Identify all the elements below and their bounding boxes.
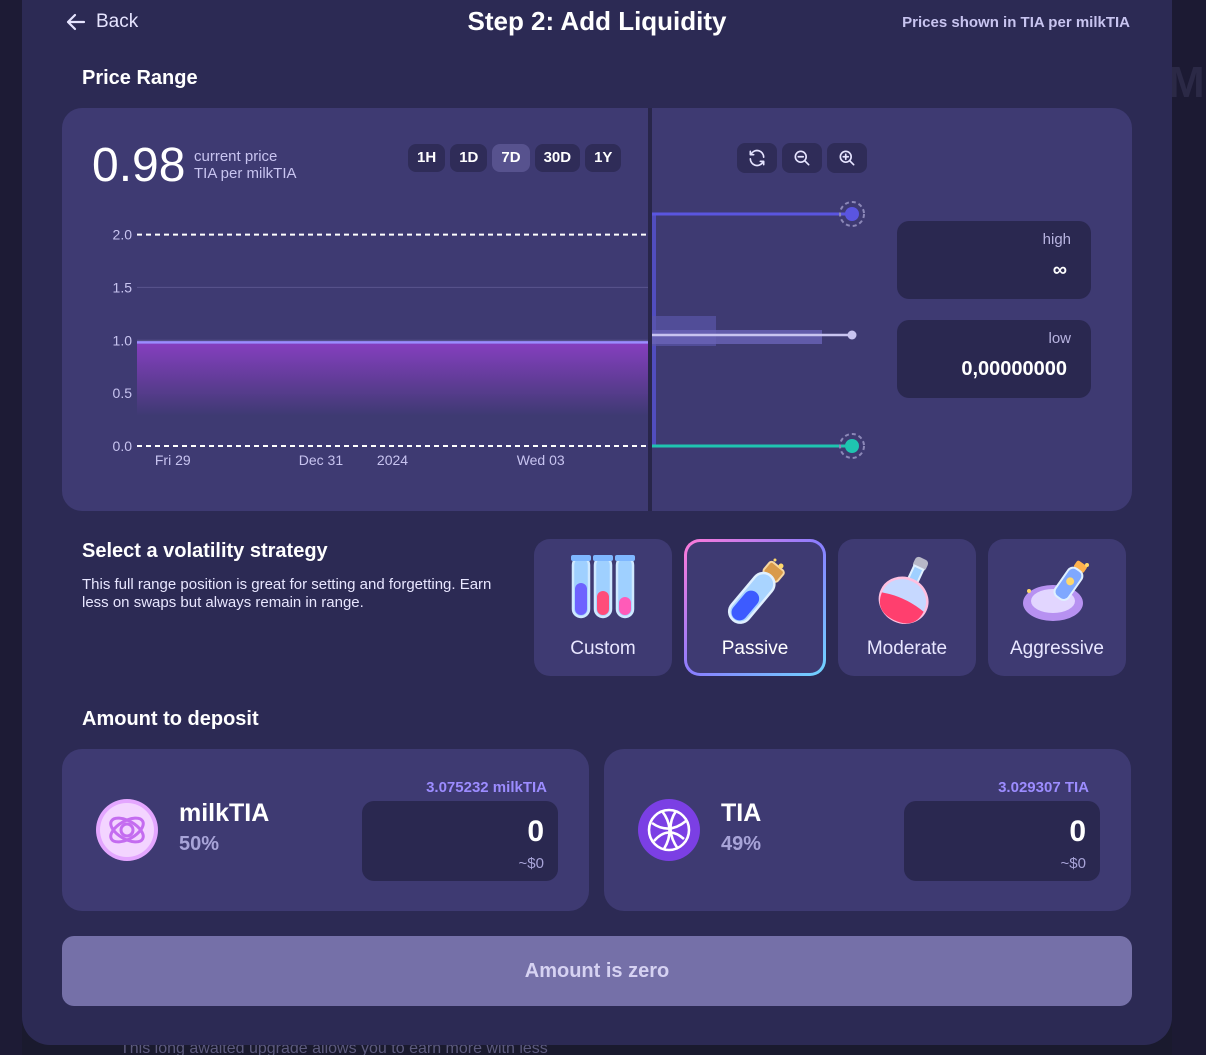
deposit-label: Amount to deposit (82, 708, 259, 730)
strategy-custom[interactable]: Custom (534, 539, 672, 676)
high-handle-ring (839, 201, 865, 227)
current-price-meta: current price TIA per milkTIA (194, 148, 297, 182)
zoom-out-icon (794, 150, 810, 166)
y-tick-label: 2.0 (113, 227, 133, 243)
background-ghost-letter: M (1168, 58, 1205, 107)
current-price-label: current price (194, 148, 278, 165)
timeframe-1y[interactable]: 1Y (585, 144, 622, 172)
price-chart: 2.0 1.5 1.0 0.5 0.0 Fri 29 Dec 31 2024 Wed 03 (113, 201, 865, 468)
current-price-value: 0.98 (92, 139, 186, 192)
amount-value[interactable]: 0 (1069, 815, 1086, 848)
chart-divider (648, 108, 652, 511)
back-button[interactable]: Back (64, 10, 138, 34)
page-title: Step 2: Add Liquidity (467, 6, 727, 36)
timeframe-selector: 1H 1D 7D 30D 1Y (408, 144, 622, 172)
low-handle-ring (839, 433, 865, 459)
token-balance[interactable]: 3.029307 TIA (998, 779, 1089, 796)
milktia-logo-icon (96, 799, 158, 861)
high-price-label: high (1042, 231, 1071, 248)
strategy-passive-label: Passive (721, 638, 789, 659)
current-price-unit: TIA per milkTIA (194, 165, 297, 182)
high-price-box[interactable]: high ∞ (897, 221, 1091, 299)
y-tick-label: 0.0 (113, 438, 133, 454)
low-price-box[interactable]: low 0,00000000 (897, 320, 1091, 398)
timeframe-30d[interactable]: 30D (534, 144, 581, 172)
refresh-icon (749, 149, 765, 167)
amount-input-milktia[interactable]: 0 ~$0 (362, 801, 558, 881)
strategy-aggressive[interactable]: Aggressive (988, 539, 1126, 676)
strategy-description: This full range position is great for se… (82, 576, 492, 611)
strategy-aggressive-label: Aggressive (1010, 638, 1104, 659)
refresh-button[interactable] (737, 143, 777, 173)
low-price-label: low (1048, 330, 1071, 347)
add-liquidity-modal: Back Step 2: Add Liquidity Prices shown … (22, 0, 1172, 1045)
deposit-card-tia: TIA 49% 3.029307 TIA 0 ~$0 (604, 749, 1131, 911)
rocket-flask-icon (1023, 560, 1089, 621)
low-handle (845, 439, 859, 453)
backdrop-left (0, 0, 22, 1055)
token-percent: 50% (179, 833, 220, 855)
low-price-value[interactable]: 0,00000000 (961, 358, 1067, 380)
zoom-out-button[interactable] (782, 143, 822, 173)
timeframe-1h[interactable]: 1H (408, 144, 446, 172)
token-percent: 49% (721, 833, 762, 855)
zoom-in-button[interactable] (827, 143, 867, 173)
strategy-custom-label: Custom (570, 638, 636, 659)
submit-button[interactable]: Amount is zero (62, 936, 1132, 1006)
timeframe-7d[interactable]: 7D (492, 144, 530, 172)
backdrop-right (1172, 0, 1206, 1055)
price-range-card: 2.0 1.5 1.0 0.5 0.0 Fri 29 Dec 31 2024 Wed 03 0.… (62, 108, 1132, 511)
potion-vial-icon (727, 558, 785, 624)
zoom-in-icon (839, 150, 855, 166)
x-tick-label: Wed 03 (517, 452, 565, 468)
modal-header: Back Step 2: Add Liquidity Prices shown … (22, 0, 1172, 46)
strategy-moderate-label: Moderate (866, 638, 948, 659)
liquidity-bar (652, 330, 822, 344)
y-tick-label: 1.0 (113, 332, 133, 348)
price-range-label: Price Range (82, 67, 198, 89)
price-area (137, 342, 648, 416)
current-price-handle (847, 330, 857, 340)
price-unit-note: Prices shown in TIA per milkTIA (902, 14, 1130, 31)
strategy-options: Custom Passive (534, 539, 1126, 676)
amount-usd: ~$0 (518, 855, 544, 872)
chart-tools (737, 143, 867, 173)
strategy-moderate[interactable]: Moderate (838, 539, 976, 676)
test-tubes-icon (571, 555, 635, 619)
deposit-card-milktia: milkTIA 50% 3.075232 milkTIA 0 ~$0 (62, 749, 589, 911)
high-handle (845, 207, 859, 221)
amount-usd: ~$0 (1060, 855, 1086, 872)
tia-logo-icon (638, 799, 700, 861)
timeframe-1d[interactable]: 1D (450, 144, 488, 172)
potion-flask-icon (878, 556, 929, 624)
x-tick-label: Dec 31 (299, 452, 344, 468)
amount-value[interactable]: 0 (527, 815, 544, 848)
y-tick-label: 0.5 (113, 385, 133, 401)
amount-input-tia[interactable]: 0 ~$0 (904, 801, 1100, 881)
y-tick-label: 1.5 (113, 279, 133, 295)
back-label: Back (96, 11, 139, 32)
token-symbol: milkTIA (179, 799, 270, 827)
strategy-label: Select a volatility strategy (82, 540, 328, 562)
arrow-left-icon (66, 13, 86, 31)
token-balance[interactable]: 3.075232 milkTIA (426, 779, 547, 796)
strategy-passive[interactable]: Passive (684, 539, 826, 676)
token-symbol: TIA (721, 799, 762, 827)
x-tick-label: Fri 29 (155, 452, 191, 468)
x-tick-label: 2024 (377, 452, 408, 468)
high-price-value[interactable]: ∞ (1052, 259, 1067, 281)
